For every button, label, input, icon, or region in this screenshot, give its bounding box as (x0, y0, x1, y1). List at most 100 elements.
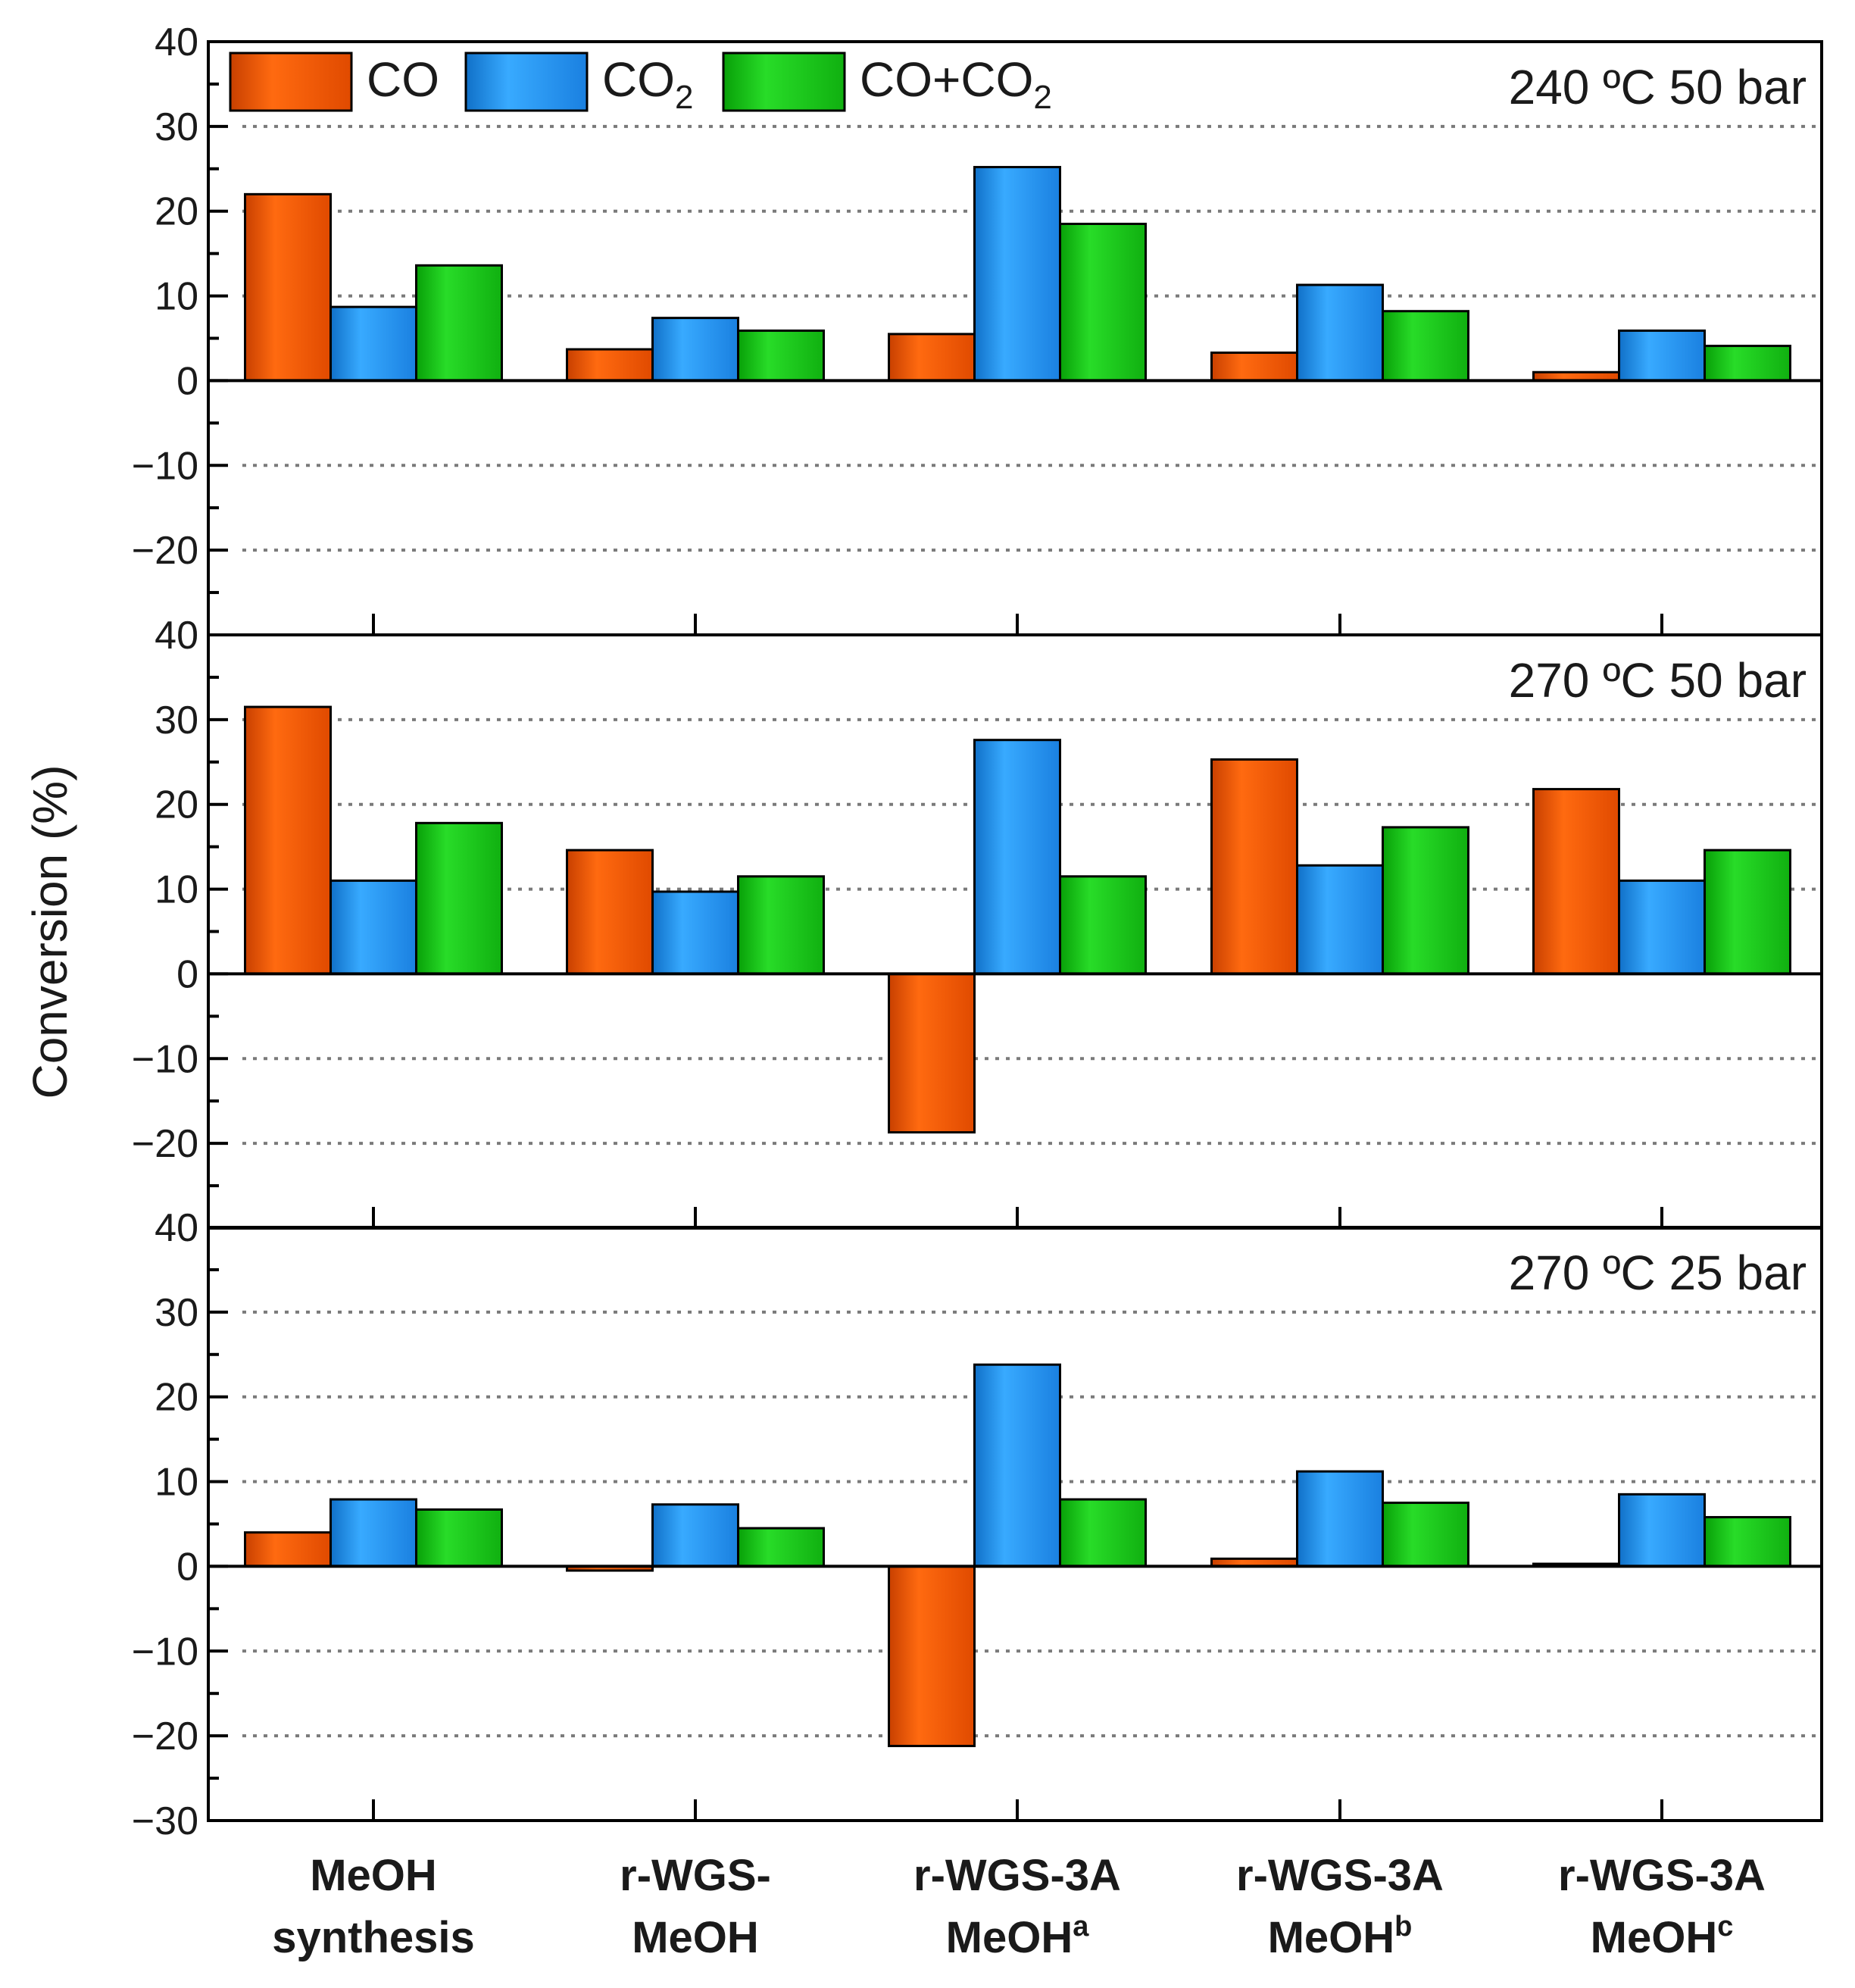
legend-label-co: CO (367, 52, 439, 107)
bar-panel3-co2-cat3 (973, 1363, 1061, 1568)
bar-panel2-co-co2-cat5 (1704, 849, 1791, 975)
ytick-label-panel3-0: 0 (176, 1545, 198, 1589)
bar-panel1-co-cat3 (888, 333, 976, 382)
ytick-label-panel2-40: 40 (155, 614, 198, 658)
legend-label-co-base: CO (367, 52, 439, 107)
bar-panel2-co-cat4 (1210, 758, 1298, 975)
ytick-label-panel1-0: 0 (176, 359, 198, 403)
category-label-4-superscript: b (1394, 1911, 1412, 1943)
legend: CO CO2 CO+CO2 (229, 52, 1052, 116)
ytick-label-panel2-0: 0 (176, 952, 198, 996)
ytick-label-panel1-10: −10 (132, 444, 198, 488)
axes-layer (207, 40, 1823, 1822)
category-label-4-line1: r-WGS-3A (1236, 1851, 1444, 1900)
ytick-label-panel3-30: −30 (132, 1799, 198, 1843)
bar-panel2-co2-cat4 (1296, 864, 1384, 975)
ytick-label-panel1-10: 10 (155, 275, 198, 319)
bar-panel1-co-co2-cat3 (1059, 222, 1147, 382)
y-axis-label: Conversion (%) (23, 764, 77, 1099)
bar-panel1-co2-cat3 (973, 166, 1061, 382)
bar-panel2-co2-cat2 (651, 890, 739, 975)
bar-panel1-co-co2-cat4 (1382, 310, 1469, 382)
legend-swatch-co-co2 (722, 52, 846, 112)
legend-label-co2-subscript: 2 (675, 79, 693, 116)
bar-panel2-co-co2-cat3 (1059, 875, 1147, 975)
bar-panel2-co2-cat1 (329, 879, 417, 975)
bar-panel1-co2-cat5 (1618, 329, 1706, 382)
bar-panel1-co2-cat4 (1296, 283, 1384, 382)
category-label-5-superscript: c (1717, 1911, 1733, 1943)
ytick-label-panel2-20: −20 (132, 1122, 198, 1166)
ytick-label-panel3-10: 10 (155, 1461, 198, 1505)
legend-label-co-co2-subscript: 2 (1033, 79, 1051, 116)
bar-panel2-co-cat5 (1532, 788, 1620, 975)
legend-swatch-co2 (464, 52, 589, 112)
bar-panel2-co2-cat3 (973, 739, 1061, 975)
bar-panel1-co-co2-cat1 (415, 264, 503, 382)
category-label-4-line2: MeOHb (1268, 1911, 1413, 1962)
bar-panel1-co-co2-cat2 (737, 329, 825, 382)
bar-panel3-co2-cat4 (1296, 1470, 1384, 1568)
bar-panel1-co2-cat2 (651, 317, 739, 382)
ytick-label-panel1-20: −20 (132, 529, 198, 573)
bar-panel1-co-cat1 (244, 192, 332, 382)
bar-panel3-co-cat1 (244, 1531, 332, 1568)
ytick-label-panel1-40: 40 (155, 20, 198, 64)
bar-panel2-co-cat1 (244, 705, 332, 975)
bar-panel3-co2-cat5 (1618, 1493, 1706, 1568)
category-label-3-main: MeOH (946, 1913, 1073, 1962)
bar-panel2-co-co2-cat4 (1382, 826, 1469, 975)
ytick-label-panel3-20: −20 (132, 1714, 198, 1758)
legend-swatch-co (229, 52, 353, 112)
legend-label-co-co2: CO+CO2 (860, 52, 1052, 116)
bar-panel1-co-cat4 (1210, 352, 1298, 382)
ytick-label-panel3-10: −10 (132, 1630, 198, 1674)
bar-panel1-co2-cat1 (329, 305, 417, 382)
bar-panel1-co-co2-cat5 (1704, 345, 1791, 382)
ytick-label-panel2-20: 20 (155, 783, 198, 827)
ytick-label-panel3-20: 20 (155, 1376, 198, 1420)
category-label-1-line2: synthesis (272, 1913, 475, 1962)
category-label-2-line1: r-WGS- (620, 1851, 771, 1900)
category-label-5-main: MeOH (1591, 1913, 1718, 1962)
bar-panel2-co-co2-cat2 (737, 875, 825, 975)
category-label-5-line2: MeOHc (1591, 1911, 1734, 1962)
legend-label-co2: CO2 (602, 52, 693, 116)
bar-panel2-co-co2-cat1 (415, 821, 503, 975)
category-label-1-line1: MeOH (310, 1851, 437, 1900)
ytick-label-panel2-10: 10 (155, 868, 198, 912)
bar-panel3-co-co2-cat1 (415, 1508, 503, 1568)
ytick-label-panel1-20: 20 (155, 190, 198, 234)
category-label-3-superscript: a (1073, 1911, 1089, 1943)
ytick-label-panel3-40: 40 (155, 1206, 198, 1250)
panel-title-2: 270 ºC 50 bar (1509, 653, 1807, 708)
ytick-label-panel2-10: −10 (132, 1037, 198, 1081)
bar-panel3-co-cat3 (888, 1564, 976, 1748)
legend-label-co2-base: CO (602, 52, 675, 107)
category-label-5-line1: r-WGS-3A (1558, 1851, 1766, 1900)
category-label-3-line2: MeOHa (946, 1911, 1090, 1962)
bar-panel3-co2-cat2 (651, 1503, 739, 1568)
bar-panel2-co-cat3 (888, 972, 976, 1134)
category-label-4-main: MeOH (1268, 1913, 1395, 1962)
category-label-1-main: synthesis (272, 1913, 475, 1962)
legend-label-co-co2-base: CO+CO (860, 52, 1033, 107)
ytick-label-panel1-30: 30 (155, 105, 198, 149)
ytick-label-panel3-30: 30 (155, 1291, 198, 1335)
bar-panel2-co-cat2 (566, 849, 654, 975)
category-label-2-line2: MeOH (632, 1913, 759, 1962)
bar-panel3-co-co2-cat4 (1382, 1502, 1469, 1568)
panel-title-3: 270 ºC 25 bar (1509, 1246, 1807, 1300)
panel-title-1: 240 ºC 50 bar (1509, 60, 1807, 114)
category-label-3-line1: r-WGS-3A (913, 1851, 1121, 1900)
bar-panel1-co-cat2 (566, 348, 654, 382)
bars-layer (244, 166, 1791, 1748)
category-label-2-main: MeOH (632, 1913, 759, 1962)
bar-panel2-co2-cat5 (1618, 879, 1706, 975)
bar-panel3-co-co2-cat2 (737, 1527, 825, 1568)
bar-panel3-co2-cat1 (329, 1498, 417, 1568)
ytick-label-panel2-30: 30 (155, 699, 198, 742)
